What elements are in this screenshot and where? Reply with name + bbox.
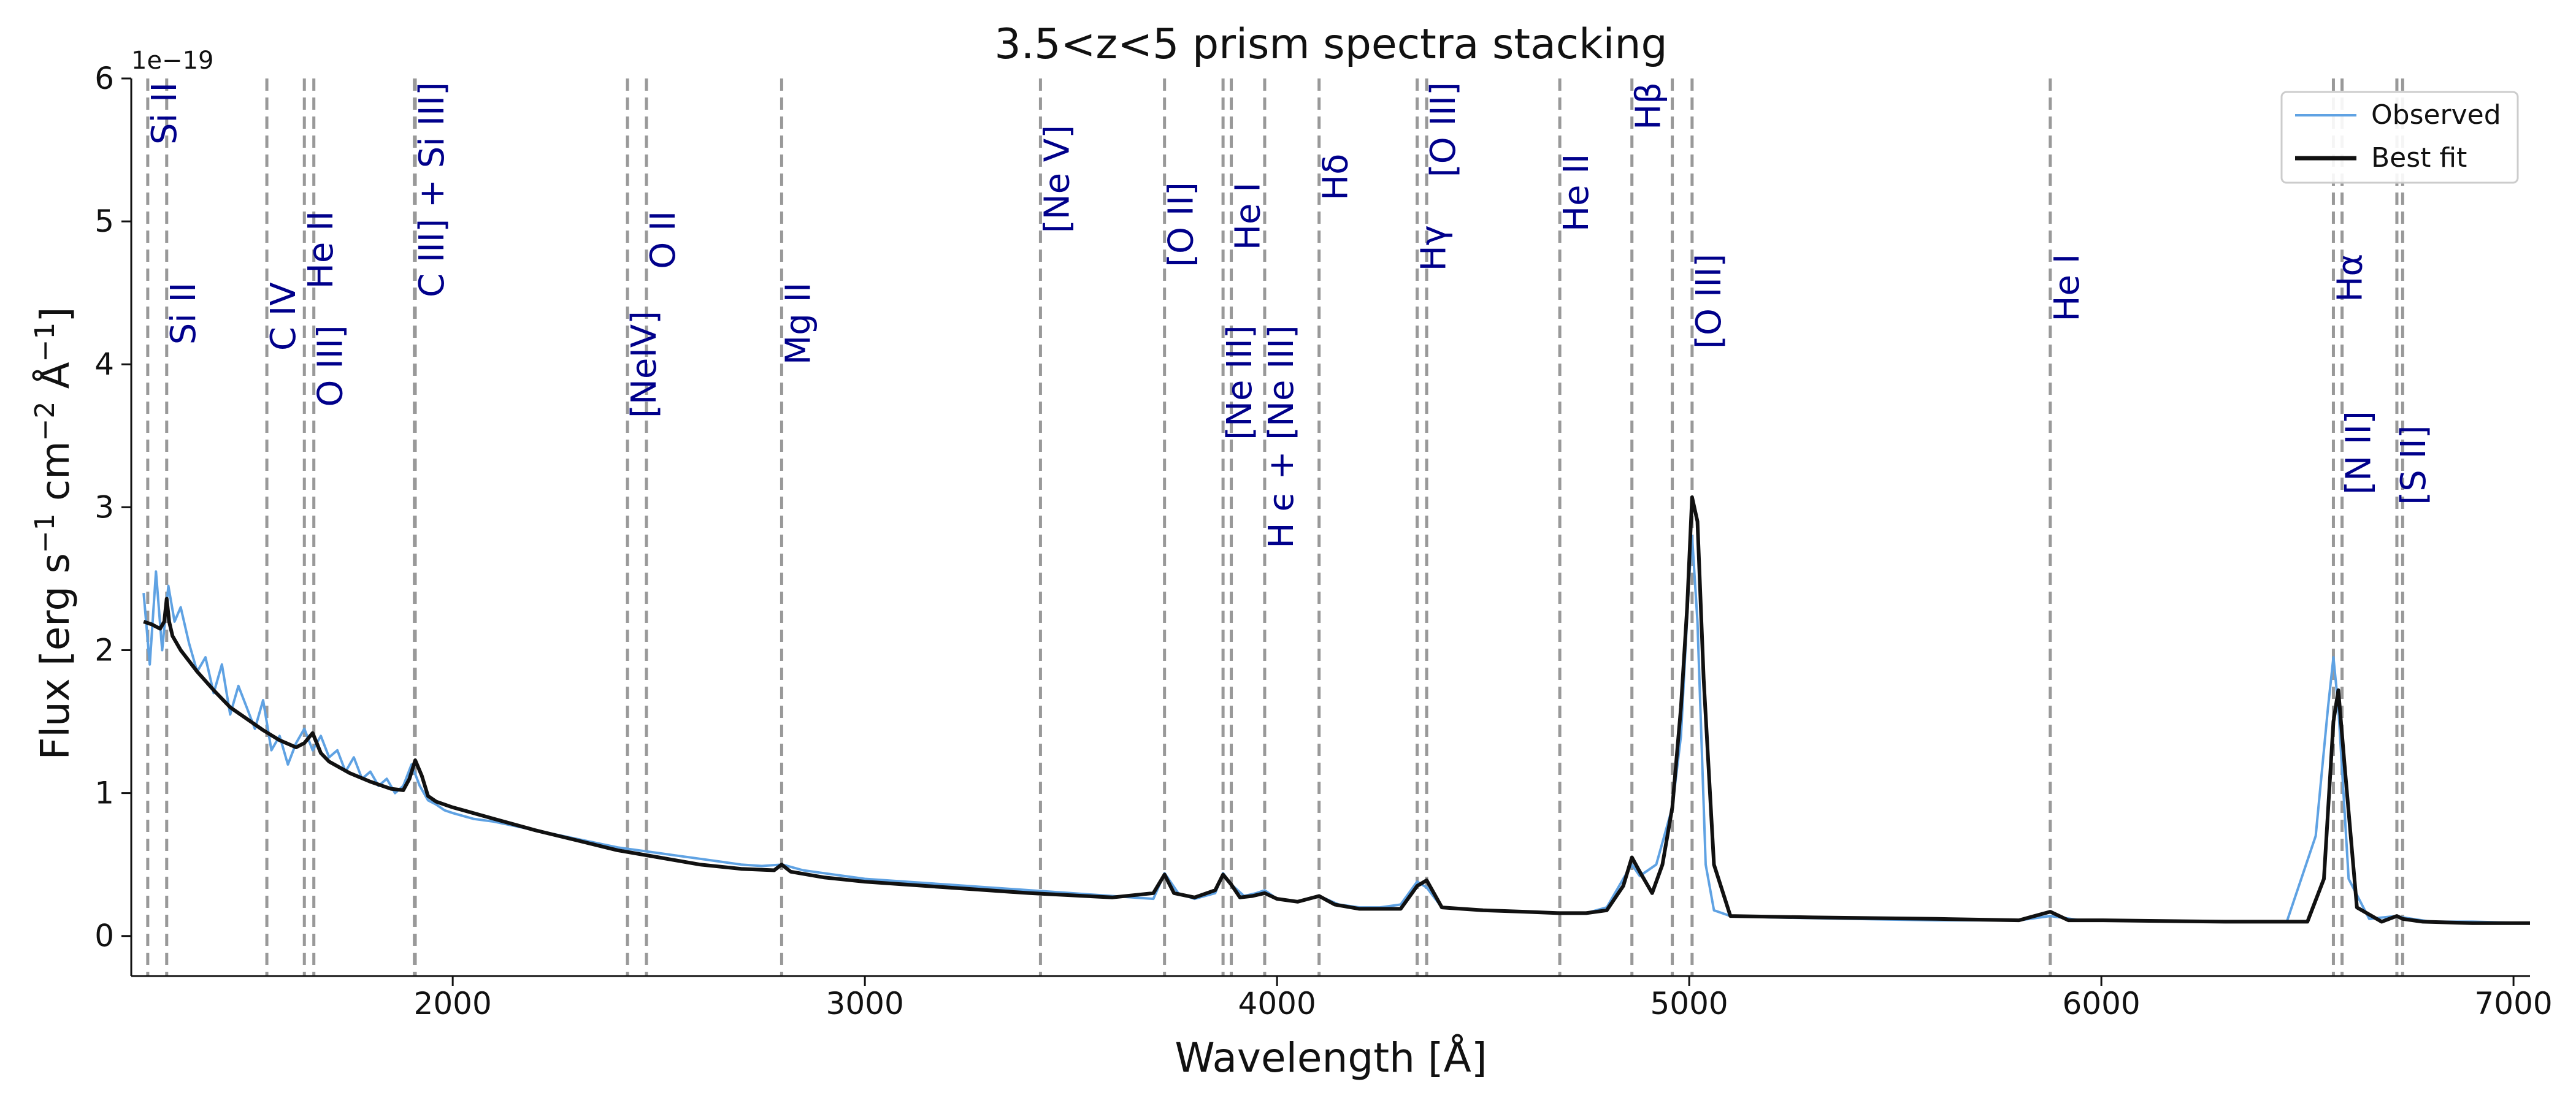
emission-line-label: [N II]	[2339, 411, 2379, 494]
y-tick-label: 1	[94, 776, 114, 811]
y-tick-label: 5	[94, 204, 114, 239]
y-tick-label: 3	[94, 489, 114, 525]
emission-line-label: Hδ	[1316, 154, 1356, 200]
legend-label-observed: Observed	[2371, 99, 2501, 131]
y-offset-text: 1e−19	[131, 47, 213, 75]
x-tick-label: 7000	[2474, 986, 2552, 1021]
emission-line-label: He II	[301, 211, 341, 289]
emission-line-label: Hα	[2330, 254, 2370, 302]
y-tick-label: 4	[94, 346, 114, 382]
emission-line-label: Si II	[145, 82, 185, 145]
best-fit-series-line	[143, 495, 2530, 925]
emission-line-label: [NeIV]	[624, 311, 664, 418]
emission-line-label: Mg II	[778, 282, 818, 365]
x-tick-label: 5000	[1650, 986, 1728, 1021]
x-tick-label: 4000	[1238, 986, 1316, 1021]
emission-line-label: [Ne III]	[1220, 325, 1260, 440]
emission-line-label: Hγ	[1414, 225, 1454, 271]
emission-line-label: Si II	[164, 282, 204, 345]
y-tick-label: 0	[94, 918, 114, 954]
emission-line-label: C III] + Si III]	[412, 82, 452, 297]
x-tick-label: 2000	[414, 986, 492, 1021]
legend-label-fit: Best fit	[2371, 142, 2467, 174]
emission-line-label: [O II]	[1162, 182, 1202, 267]
emission-line-label: O II	[643, 211, 683, 269]
emission-line-label: He I	[1229, 182, 1268, 250]
emission-line-label: C IV	[264, 282, 304, 351]
x-tick-label: 3000	[826, 986, 904, 1021]
chart-title: 3.5<z<5 prism spectra stacking	[994, 20, 1667, 69]
axes: 2000 3000 4000 5000 6000 7000 0 1 2 3 4 5 6	[94, 61, 2553, 1021]
y-tick-label: 2	[94, 632, 114, 668]
emission-line-label: Hβ	[1629, 82, 1669, 130]
emission-line-label: [O III]	[1424, 82, 1463, 177]
observed-series-line	[142, 535, 2531, 925]
emission-line-label: H ϵ + [Ne III]	[1262, 325, 1301, 548]
emission-line-label: [S II]	[2394, 425, 2434, 505]
x-tick-label: 6000	[2063, 986, 2141, 1021]
emission-line-label: [O III]	[1689, 254, 1729, 349]
emission-line-label: He II	[1557, 154, 1597, 232]
y-axis-label: Flux [erg s−1 cm−2 Å−1]	[29, 307, 79, 760]
y-tick-label: 6	[94, 61, 114, 96]
x-axis-label: Wavelength [Å]	[1175, 1034, 1487, 1081]
emission-line-label: He I	[2047, 254, 2087, 322]
series-group	[142, 495, 2531, 925]
emission-line-label: O III]	[311, 325, 351, 406]
legend: Observed Best fit	[2280, 91, 2519, 184]
emission-line-label: [Ne V]	[1037, 125, 1077, 233]
emission-line-markers	[146, 78, 2404, 976]
